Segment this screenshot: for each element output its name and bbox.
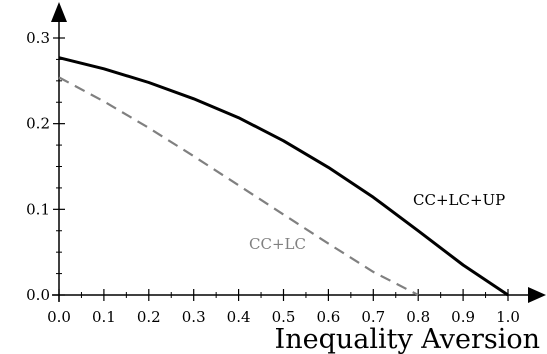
- x-axis-arrow: [528, 287, 546, 303]
- x-tick-label: 0.9: [451, 308, 475, 326]
- x-tick-label: 0.5: [272, 308, 296, 326]
- series-layer: [58, 56, 509, 297]
- x-tick-label: 1.0: [496, 308, 520, 326]
- series-label-cc-lc-up: CC+LC+UP: [413, 191, 505, 209]
- y-ticks: 0.0 0.1 0.2 0.3: [26, 29, 65, 304]
- y-axis-arrow: [51, 2, 67, 22]
- x-tick-label: 0.7: [361, 308, 385, 326]
- y-tick-label: 0.2: [26, 115, 50, 133]
- x-tick-label: 0.0: [47, 308, 71, 326]
- series-line-1: [58, 76, 419, 296]
- series-label-cc-lc: CC+LC: [249, 235, 306, 253]
- x-tick-label: 0.1: [92, 308, 116, 326]
- series-line-0: [58, 56, 509, 297]
- x-ticks: 0.0 0.1 0.2 0.3 0.4 0.5 0.6 0.7 0.8 0.9 1.0: [47, 289, 520, 326]
- y-tick-label: 0.1: [26, 200, 50, 218]
- axes: [51, 2, 546, 303]
- x-tick-label: 0.4: [227, 308, 251, 326]
- x-tick-label: 0.3: [182, 308, 206, 326]
- y-tick-label: 0.3: [26, 29, 50, 47]
- y-tick-label: 0.0: [26, 286, 50, 304]
- x-tick-label: 0.6: [316, 308, 340, 326]
- x-axis-title: Inequality Aversion: [275, 324, 540, 354]
- x-tick-label: 0.8: [406, 308, 430, 326]
- x-tick-label: 0.2: [137, 308, 161, 326]
